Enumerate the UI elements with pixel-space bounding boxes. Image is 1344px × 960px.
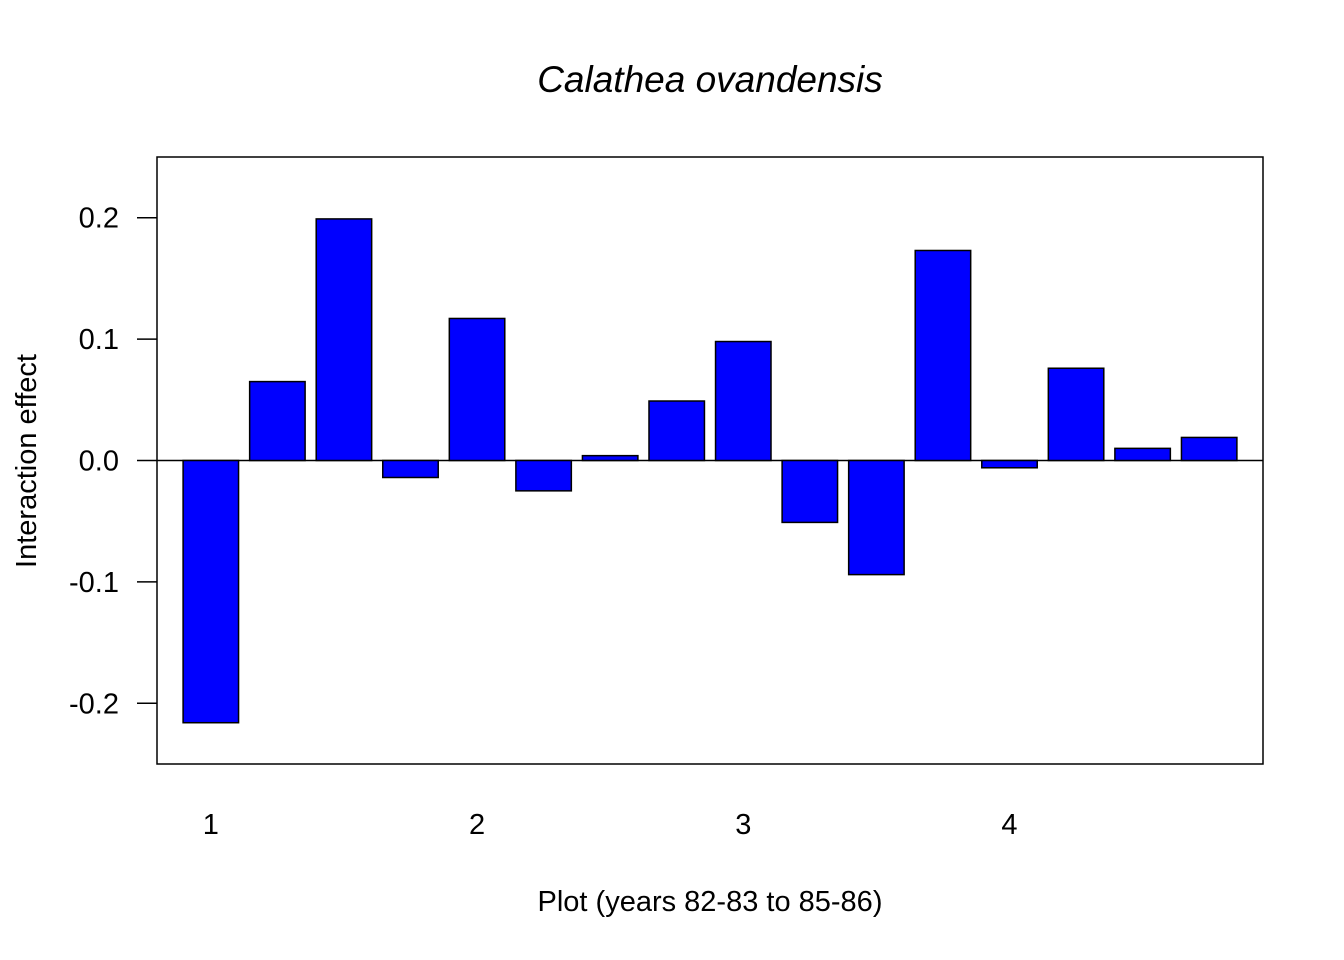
bar: [914, 249, 972, 462]
x-axis-labels: 1 2 3 4: [203, 809, 1018, 841]
x-group-label: 1: [203, 809, 219, 841]
x-axis-title: Plot (years 82-83 to 85-86): [538, 886, 883, 918]
bar: [1114, 447, 1172, 462]
bar: [382, 459, 439, 479]
bar: [781, 459, 839, 524]
bar: [1047, 367, 1105, 462]
bars: [182, 218, 1238, 724]
bar: [448, 317, 506, 462]
x-group-label: 3: [735, 809, 751, 841]
y-axis-title: Interaction effect: [11, 354, 43, 568]
bar: [315, 218, 373, 462]
bar: [182, 459, 240, 724]
y-tick-label: -0.1: [69, 567, 119, 599]
chart-title: Calathea ovandensis: [537, 59, 883, 100]
bar: [581, 454, 639, 462]
y-tick-label: 0.0: [79, 446, 119, 478]
x-group-label: 4: [1001, 809, 1017, 841]
y-tick-label: 0.1: [79, 324, 119, 356]
y-tick-label: 0.2: [79, 203, 119, 235]
bar: [515, 459, 573, 492]
y-tick-label: -0.2: [69, 688, 119, 720]
y-axis: -0.2 -0.1 0.0 0.1 0.2: [69, 203, 157, 720]
bar: [714, 340, 772, 462]
bar: [847, 459, 905, 576]
x-group-label: 2: [469, 809, 485, 841]
bar: [1180, 436, 1238, 462]
bar: [981, 459, 1038, 469]
bar: [248, 380, 306, 462]
bar: [648, 400, 706, 462]
